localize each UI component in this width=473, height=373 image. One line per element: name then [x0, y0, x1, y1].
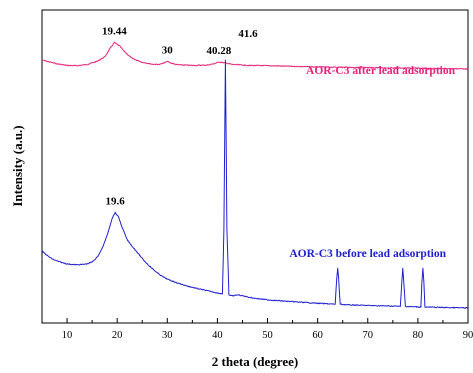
peak-label-0-2: 40.28: [206, 45, 231, 57]
series-label-after: AOR-C3 after lead adsorption: [306, 65, 456, 77]
x-axis-ticks: 10 20 30 40 50 60 70 80 90: [41, 318, 473, 341]
x-tick-label-70: 70: [363, 330, 374, 341]
plot-frame: [41, 9, 469, 324]
x-tick-label-30: 30: [162, 330, 173, 341]
peak-label-1-1: 41.6: [238, 28, 258, 40]
x-axis-title: 2 theta (degree): [212, 354, 298, 369]
y-axis-title: Intensity (a.u.): [10, 125, 25, 206]
series-layer: [41, 41, 469, 309]
x-tick-label-80: 80: [413, 330, 424, 341]
peak-label-1-0: 19.6: [106, 196, 126, 208]
x-tick-label-10: 10: [62, 330, 73, 341]
series-line-1: [41, 59, 469, 309]
series-line-0: [41, 41, 468, 70]
x-tick-label-90: 90: [463, 330, 473, 341]
series-label-before: AOR-C3 before lead adsorption: [289, 248, 446, 260]
x-tick-label-50: 50: [262, 330, 273, 341]
peak-label-0-0: 19.44: [102, 26, 127, 38]
x-tick-label-20: 20: [112, 330, 123, 341]
x-tick-label-40: 40: [212, 330, 223, 341]
peak-label-0-1: 30: [162, 44, 174, 56]
annotation-layer: AOR-C3 after lead adsorption AOR-C3 befo…: [102, 26, 456, 260]
x-tick-label-60: 60: [312, 330, 323, 341]
